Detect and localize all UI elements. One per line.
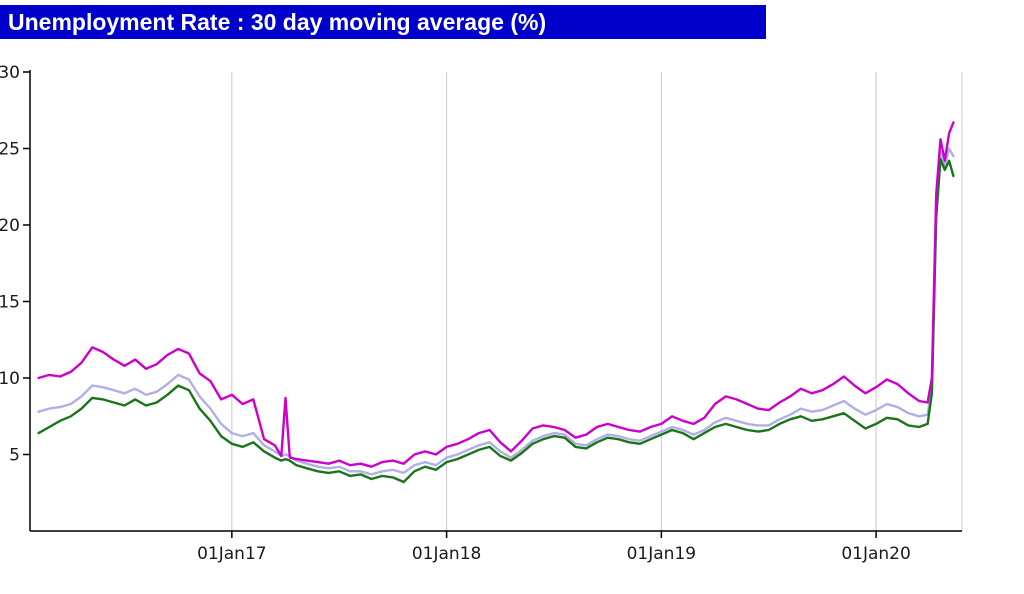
chart-area: 5 10 15 20 25 30 01Jan17 01Jan18 01Jan19 01Jan20 — [0, 42, 1024, 593]
y-tick-label: 20 — [0, 216, 20, 236]
x-tick-label: 01Jan20 — [841, 544, 910, 564]
y-tick-label: 10 — [0, 369, 20, 389]
series-magenta-line — [37, 121, 955, 468]
y-tick-label: 15 — [0, 293, 20, 313]
series-lavender-line — [37, 147, 955, 476]
chart-title: Unemployment Rate : 30 day moving averag… — [8, 8, 547, 35]
x-tick-label: 01Jan18 — [412, 544, 481, 564]
y-tick-label: 25 — [0, 140, 20, 160]
series-green-line — [37, 157, 955, 484]
x-tick-label: 01Jan19 — [627, 544, 696, 564]
line-chart-svg: 5 10 15 20 25 30 01Jan17 01Jan18 01Jan19 01Jan20 — [0, 63, 963, 564]
chart-title-bar: Unemployment Rate : 30 day moving averag… — [0, 5, 766, 39]
x-tick-label: 01Jan17 — [197, 544, 266, 564]
y-tick-label: 30 — [0, 63, 20, 83]
y-tick-label: 5 — [9, 446, 20, 466]
